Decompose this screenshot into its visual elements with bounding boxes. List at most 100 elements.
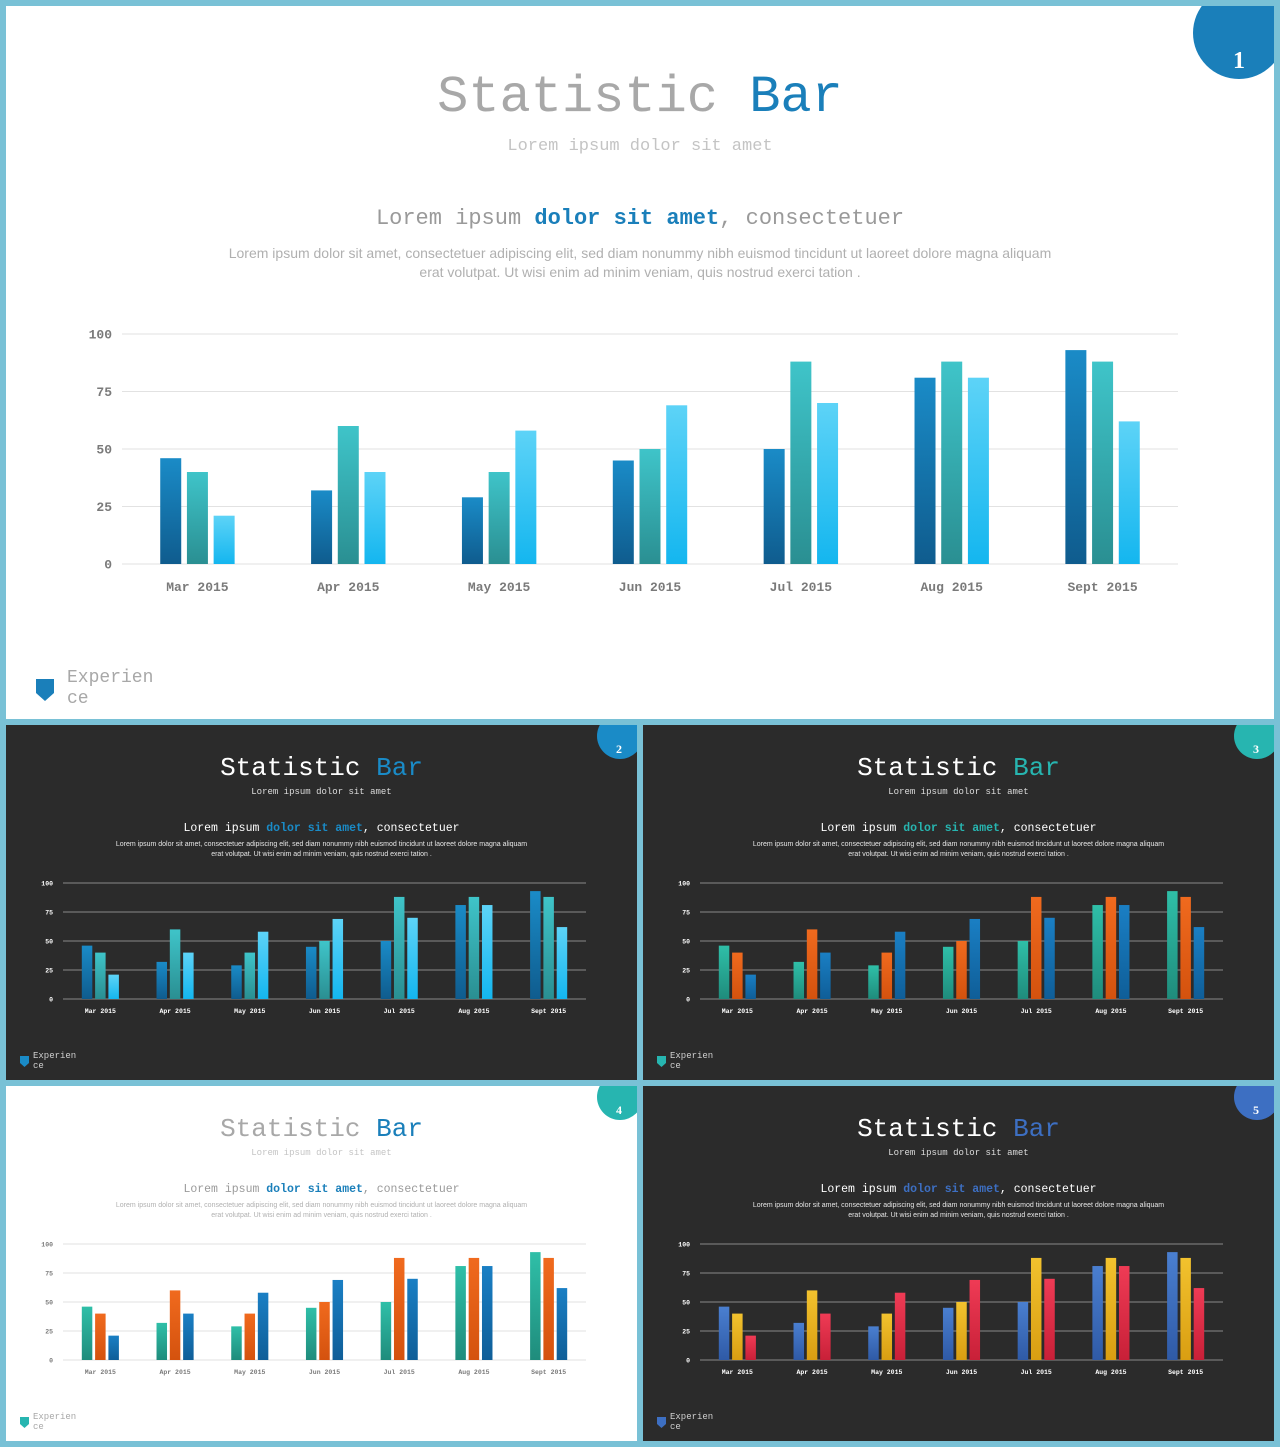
bar [380,941,392,999]
slide-5[interactable]: 5 Statistic Bar Lorem ipsum dolor sit amet… [643,1086,1274,1441]
logo-text: Experien ce [670,1051,713,1072]
heading-post: , consectetuer [719,206,905,231]
x-category-label: Sept 2015 [1168,1369,1203,1376]
slide-title: Statistic Bar [643,753,1274,783]
y-tick-label: 50 [45,1299,53,1306]
bar [820,1313,831,1360]
body-paragraph: Lorem ipsum dolor sit amet, consectetuer… [6,1201,637,1221]
paragraph-line-2: erat volutpat. Ut wisi enim ad minim ven… [848,1212,1069,1219]
bar [186,472,208,564]
bar [1118,905,1130,999]
bar [488,472,510,564]
slide-number: 1 [1233,48,1245,74]
section-heading: Lorem ipsum dolor sit amet, consectetuer [6,1183,637,1196]
heading-accent: dolor sit amet [534,206,720,231]
title-space [361,753,377,783]
x-category-label: Apr 2015 [796,1369,827,1376]
bar [481,905,493,999]
paragraph-line-2: erat volutpat. Ut wisi enim ad minim ven… [211,851,432,858]
bar [81,945,93,999]
x-category-label: Mar 2015 [166,580,229,595]
x-category-label: May 2015 [468,580,531,595]
heading-accent: dolor sit amet [266,822,363,835]
y-tick-label: 0 [686,1357,690,1364]
bar [515,430,537,564]
y-tick-label: 75 [45,1270,53,1277]
bar [481,1266,493,1360]
bar [461,497,483,564]
bar [556,927,568,999]
bar [732,1313,743,1360]
title-accent: Bar [376,1114,423,1144]
logo-text: Experien ce [67,668,153,709]
y-tick-label: 75 [682,909,690,916]
bar [956,941,967,999]
shield-icon [36,678,54,701]
y-tick-label: 0 [49,1357,53,1364]
bar [868,965,879,999]
x-category-label: Jul 2015 [1021,1008,1052,1015]
bar [1180,896,1191,999]
logo-line-2: ce [670,1422,681,1433]
x-category-label: Aug 2015 [1095,1369,1126,1376]
slide-3[interactable]: 3 Statistic Bar Lorem ipsum dolor sit amet… [643,725,1274,1080]
slide-2[interactable]: 2 Statistic Bar Lorem ipsum dolor sit amet… [6,725,637,1080]
y-tick-label: 100 [89,328,113,343]
paragraph-line-1: Lorem ipsum dolor sit amet, consectetuer… [228,245,1052,261]
bar [337,426,359,564]
bar [305,946,317,999]
bar [455,905,466,999]
bar [790,361,812,564]
heading-pre: Lorem ipsum [183,822,267,835]
heading-pre: Lorem ipsum [820,1183,904,1196]
bar [1092,1266,1103,1360]
bar-chart: 0 25 50 75 100 Mar 2015 Apr 2015 May 2015 Jun 20… [89,328,1178,595]
bar [793,1322,805,1360]
x-category-label: Aug 2015 [458,1369,489,1376]
slide-subtitle: Lorem ipsum dolor sit amet [888,1148,1029,1158]
slide-4[interactable]: 4 Statistic Bar Lorem ipsum dolor sit amet… [6,1086,637,1441]
y-tick-label: 75 [96,385,112,400]
logo-line-2: ce [33,1061,44,1072]
bar [468,1257,480,1360]
bar [820,952,831,999]
bar [393,896,405,999]
x-category-label: Jul 2015 [384,1369,415,1376]
bar [311,490,333,564]
bar [1105,896,1117,999]
y-tick-label: 25 [45,1328,53,1335]
y-tick-label: 100 [41,1241,53,1248]
bar [183,952,194,999]
slide-number: 5 [1253,1103,1259,1117]
y-tick-label: 75 [45,909,53,916]
bar [881,1313,893,1360]
bar [332,1279,344,1360]
x-category-label: Sept 2015 [531,1008,566,1015]
heading-pre: Lorem ipsum [820,822,904,835]
y-tick-label: 75 [682,1270,690,1277]
heading-post: , consectetuer [362,822,460,835]
bar [1017,1302,1029,1360]
x-category-label: Aug 2015 [1095,1008,1126,1015]
x-category-label: Jul 2015 [770,580,833,595]
shield-icon [20,1056,29,1068]
y-tick-label: 100 [41,880,53,887]
x-category-label: Sept 2015 [531,1369,566,1376]
bar [319,1302,330,1360]
y-tick-label: 25 [682,967,690,974]
paragraph-line-2: erat volutpat. Ut wisi enim ad minim ven… [211,1212,432,1219]
bar [718,945,730,999]
x-category-label: Sept 2015 [1067,580,1137,595]
bar [793,961,805,999]
y-tick-label: 0 [104,558,112,573]
title-space [361,1114,377,1144]
bar [468,896,480,999]
bar [1180,1257,1191,1360]
slide-1[interactable]: 1 Statistic Bar Lorem ipsum dolor sit amet… [6,6,1274,719]
bar [455,1266,466,1360]
body-paragraph: Lorem ipsum dolor sit amet, consectetuer… [6,840,637,860]
heading-accent: dolor sit amet [266,1183,363,1196]
body-paragraph: Lorem ipsum dolor sit amet, consectetuer… [6,244,1274,282]
x-category-label: Mar 2015 [85,1369,116,1376]
x-category-label: Aug 2015 [458,1008,489,1015]
